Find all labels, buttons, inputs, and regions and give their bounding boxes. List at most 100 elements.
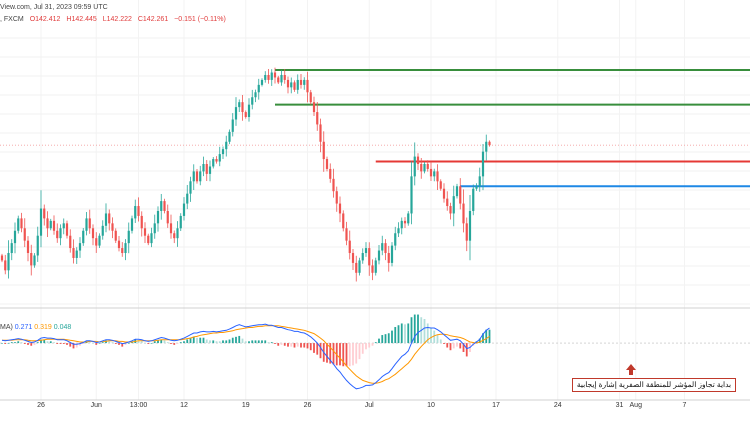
candle-body [91, 228, 95, 239]
histogram-bar [449, 343, 452, 351]
candle-body [335, 191, 338, 204]
candle-body [62, 223, 65, 229]
histogram-bar [49, 341, 52, 344]
candle-body [267, 74, 270, 80]
candle-body [208, 166, 212, 174]
histogram-bar [88, 342, 91, 344]
candle-body [39, 208, 43, 236]
histogram-bar [306, 343, 309, 349]
histogram-bar [33, 343, 36, 345]
macd-lines [1, 323, 490, 390]
histogram-bar [313, 343, 315, 353]
x-tick-label: 26 [37, 402, 45, 409]
candle-body [26, 240, 30, 254]
candle-body [481, 151, 485, 177]
histogram-bar [326, 343, 328, 363]
histogram-bar [215, 341, 218, 344]
macd-histogram [1, 314, 491, 367]
candle-body [98, 235, 101, 246]
histogram-bar [17, 341, 20, 344]
histogram-bar [40, 339, 42, 344]
candle-body [10, 243, 13, 254]
candle-body [384, 243, 387, 254]
histogram-bar [20, 342, 23, 344]
candle-body [221, 149, 225, 155]
histogram-bar [251, 340, 254, 344]
candle-body [377, 250, 381, 261]
x-tick-label: 10 [427, 402, 435, 409]
candle-body [124, 243, 127, 254]
histogram-bar [404, 324, 406, 344]
histogram-bar [30, 343, 33, 346]
candle-body [176, 228, 179, 239]
candle-body [23, 228, 26, 241]
candle-body [121, 248, 124, 254]
histogram-bar [290, 343, 293, 347]
candle-body [423, 164, 426, 172]
histogram-bar [348, 343, 351, 367]
candle-body [189, 181, 192, 194]
histogram-bar [153, 341, 156, 344]
candle-body [280, 74, 283, 83]
candle-body [114, 230, 117, 241]
candle-body [153, 223, 156, 234]
histogram-bar [235, 336, 237, 344]
candle-body [361, 253, 364, 261]
candle-body [225, 141, 228, 150]
histogram-bar [95, 343, 98, 345]
histogram-bar [4, 343, 7, 344]
candle-body [322, 141, 325, 160]
candle-body [342, 213, 345, 229]
candle-body [316, 112, 319, 125]
histogram-bar [254, 340, 257, 344]
histogram-bar [101, 342, 104, 344]
histogram-bar [309, 343, 312, 351]
candle-body [234, 107, 238, 120]
candle-body [312, 102, 316, 113]
histogram-bar [212, 340, 215, 344]
candle-body [309, 92, 312, 103]
candle-body [348, 240, 351, 254]
histogram-bar [433, 330, 436, 344]
histogram-bar [121, 343, 124, 347]
candle-body [7, 253, 10, 271]
candle-body [228, 131, 231, 142]
candle-body [410, 176, 413, 214]
histogram-bar [277, 343, 280, 346]
histogram-bar [137, 340, 140, 344]
histogram-bar [391, 330, 393, 344]
histogram-bar [69, 343, 72, 347]
candle-body [387, 253, 390, 263]
histogram-bar [303, 343, 306, 348]
candle-body [173, 233, 176, 239]
candle-body [270, 72, 273, 80]
candle-body [296, 79, 299, 90]
candle-body [4, 260, 7, 271]
x-tick-label: 7 [682, 402, 687, 409]
candle-body [338, 203, 342, 214]
macd-value-3: 0.048 [53, 324, 72, 331]
candle-body [293, 82, 296, 90]
candle-body [137, 206, 140, 216]
change-value: −0.151 (−0.11%) [174, 16, 226, 23]
candle-body [446, 198, 449, 207]
histogram-bar [186, 339, 189, 344]
histogram-bar [140, 341, 143, 344]
candle-body [485, 141, 488, 152]
candle-body [134, 206, 137, 219]
candle-body [439, 181, 442, 189]
histogram-bar [108, 341, 111, 344]
histogram-bar [23, 343, 26, 344]
candle-body [247, 104, 251, 118]
candle-body [488, 141, 491, 146]
histogram-bar [439, 339, 442, 344]
histogram-bar [199, 337, 202, 344]
candle-body [72, 248, 75, 258]
histogram-bar [355, 343, 358, 364]
candle-body [160, 201, 163, 211]
histogram-bar [407, 323, 410, 344]
ohlc-row: , FXCM O142.412 H142.445 L142.222 C142.2… [0, 16, 230, 23]
close-value: C142.261 [137, 16, 169, 23]
candle-body [156, 210, 160, 224]
